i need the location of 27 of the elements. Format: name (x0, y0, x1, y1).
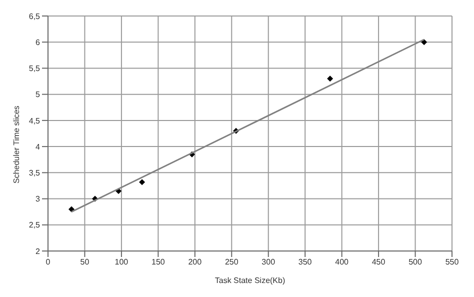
x-axis-title: Task State Size(Kb) (214, 276, 286, 285)
x-tick-label: 300 (262, 258, 276, 267)
x-tick-label: 50 (80, 258, 90, 267)
y-tick-label: 5 (36, 90, 41, 100)
x-tick-label: 350 (298, 258, 312, 267)
y-tick-label: 5,5 (28, 64, 41, 74)
y-tick-label: 6,5 (28, 12, 41, 21)
x-tick-label: 400 (335, 258, 350, 267)
x-tick-label: 550 (445, 258, 460, 267)
y-tick-label: 4,5 (28, 116, 41, 126)
x-tick-label: 250 (224, 258, 239, 267)
x-tick-label: 100 (114, 258, 129, 267)
y-tick-label: 4 (36, 142, 41, 152)
x-tick-label: 0 (46, 258, 51, 267)
point (68, 206, 75, 212)
y-tick-label: 3,5 (28, 168, 41, 178)
y-tick-label: 6 (36, 38, 41, 47)
point (327, 76, 334, 82)
x-tick-label: 450 (372, 258, 386, 267)
y-axis-title: Scheduler Time slices (12, 106, 21, 184)
y-tick-label: 2,5 (28, 220, 41, 230)
y-tick-label: 2 (36, 246, 41, 256)
x-tick-label: 500 (408, 258, 422, 267)
x-tick-label: 200 (188, 258, 202, 267)
point (139, 179, 146, 186)
y-tick-label: 3 (36, 194, 41, 204)
x-tick-label: 150 (152, 258, 166, 267)
